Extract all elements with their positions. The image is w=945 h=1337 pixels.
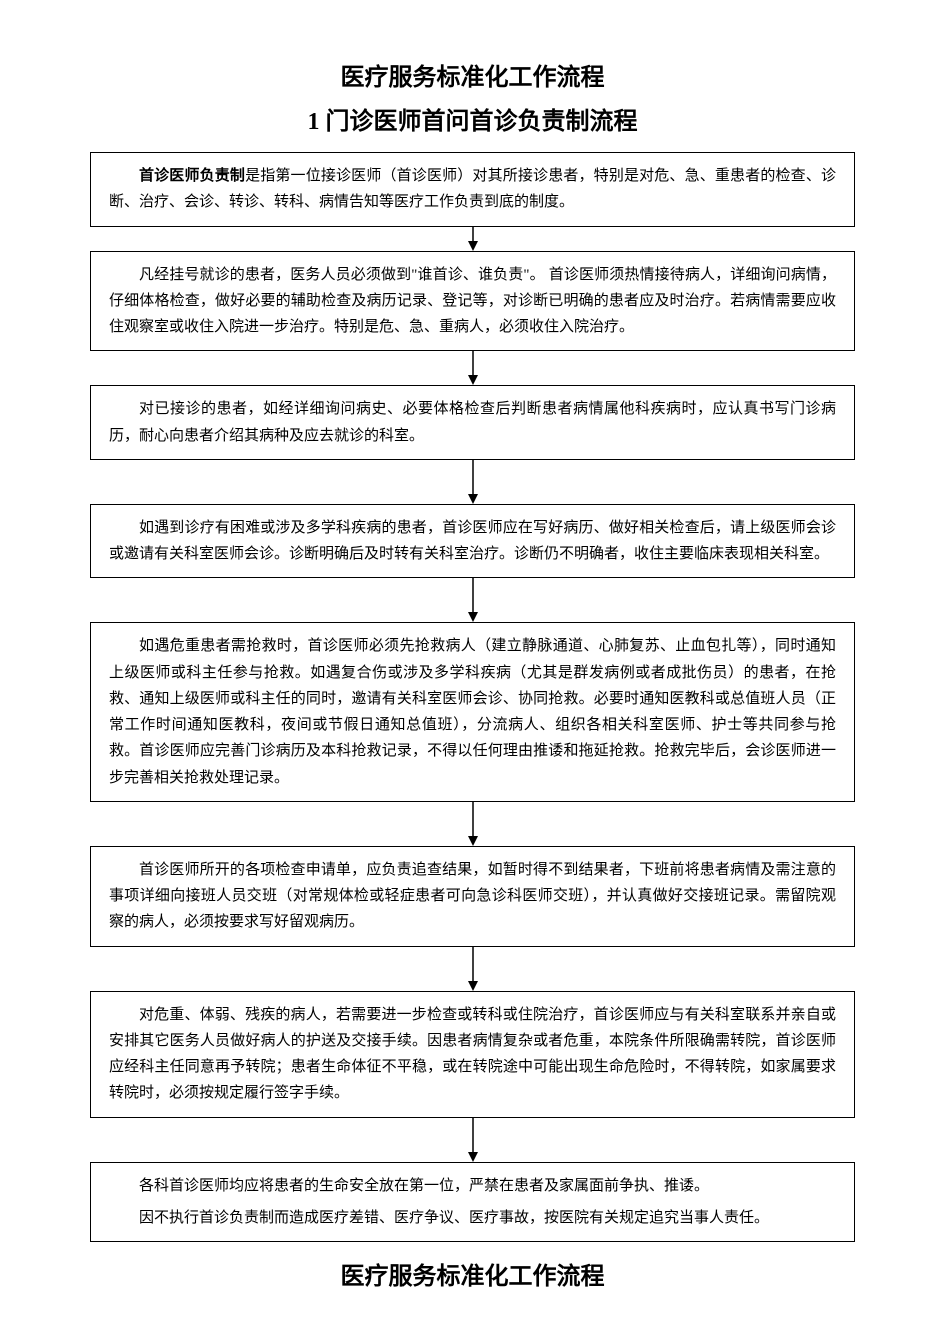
box-text: 各科首诊医师均应将患者的生命安全放在第一位，严禁在患者及家属面前争执、推诿。 (139, 1178, 709, 1194)
flow-arrow (90, 227, 855, 251)
flow-arrow (90, 1118, 855, 1162)
box-text: 如遇危重患者需抢救时，首诊医师必须先抢救病人（建立静脉通道、心肺复苏、止血包扎等… (109, 638, 836, 785)
flow-box-5: 如遇危重患者需抢救时，首诊医师必须先抢救病人（建立静脉通道、心肺复苏、止血包扎等… (90, 622, 855, 802)
main-title: 医疗服务标准化工作流程 (90, 60, 855, 96)
box-text: 凡经挂号就诊的患者，医务人员必须做到"谁首诊、谁负责"。 首诊医师须热情接待病人… (109, 267, 836, 336)
flow-box-4: 如遇到诊疗有困难或涉及多学科疾病的患者，首诊医师应在写好病历、做好相关检查后，请… (90, 504, 855, 579)
flow-box-6: 首诊医师所开的各项检查申请单，应负责追查结果，如暂时得不到结果者，下班前将患者病… (90, 846, 855, 947)
flow-arrow (90, 460, 855, 504)
flow-box-2: 凡经挂号就诊的患者，医务人员必须做到"谁首诊、谁负责"。 首诊医师须热情接待病人… (90, 251, 855, 352)
flow-box-7: 对危重、体弱、残疾的病人，若需要进一步检查或转科或住院治疗，首诊医师应与有关科室… (90, 991, 855, 1118)
box-text: 对已接诊的患者，如经详细询问病史、必要体格检查后判断患者病情属他科疾病时，应认真… (109, 401, 836, 443)
flow-box-8: 各科首诊医师均应将患者的生命安全放在第一位，严禁在患者及家属面前争执、推诿。 因… (90, 1162, 855, 1243)
flow-arrow (90, 578, 855, 622)
flow-box-1: 首诊医师负责制是指第一位接诊医师（首诊医师）对其所接诊患者，特别是对危、急、重患… (90, 152, 855, 227)
box-text: 首诊医师所开的各项检查申请单，应负责追查结果，如暂时得不到结果者，下班前将患者病… (109, 862, 836, 931)
footer-title: 医疗服务标准化工作流程 (90, 1256, 855, 1291)
flow-box-3: 对已接诊的患者，如经详细询问病史、必要体格检查后判断患者病情属他科疾病时，应认真… (90, 385, 855, 460)
bold-term: 首诊医师负责制 (139, 168, 245, 184)
box-text: 因不执行首诊负责制而造成医疗差错、医疗争议、医疗事故，按医院有关规定追究当事人责… (139, 1210, 769, 1226)
flow-arrow (90, 802, 855, 846)
box-text: 对危重、体弱、残疾的病人，若需要进一步检查或转科或住院治疗，首诊医师应与有关科室… (109, 1007, 836, 1102)
section-subtitle: 1 门诊医师首问首诊负责制流程 (90, 104, 855, 140)
flow-arrow (90, 947, 855, 991)
box-text: 如遇到诊疗有困难或涉及多学科疾病的患者，首诊医师应在写好病历、做好相关检查后，请… (109, 520, 836, 562)
flow-arrow (90, 351, 855, 385)
